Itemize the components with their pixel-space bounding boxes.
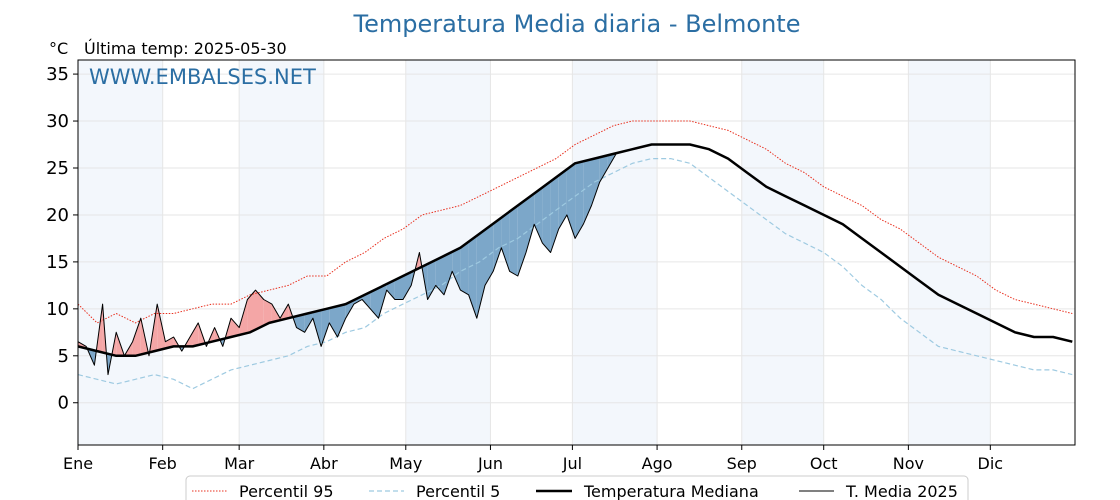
y-tick-label-10: 10 — [46, 299, 69, 320]
y-tick-label-30: 30 — [46, 111, 69, 132]
below-median-fill-46 — [345, 300, 354, 319]
month-shade-Sep — [741, 60, 824, 445]
below-median-fill-73 — [550, 175, 559, 253]
above-median-fill-34 — [255, 290, 264, 330]
x-tick-label-May: May — [389, 454, 422, 473]
below-median-fill-63 — [468, 235, 477, 319]
plot-frame — [77, 59, 1076, 446]
below-median-fill-71 — [534, 187, 543, 244]
unit-label: °C — [49, 39, 68, 58]
above-median-fill-32 — [239, 299, 248, 335]
below-median-fill-74 — [558, 169, 567, 229]
y-tick-label-20: 20 — [46, 205, 69, 226]
series-line-p95 — [77, 120, 1073, 324]
above-median-fill-36 — [271, 304, 281, 323]
below-median-fill-77 — [583, 159, 592, 225]
x-tick-label-Abr: Abr — [310, 454, 338, 473]
x-tick-label-Jun: Jun — [477, 454, 503, 473]
series-lines — [77, 120, 1073, 390]
below-median-fill-45 — [337, 304, 346, 337]
x-tick-label-Ago: Ago — [642, 454, 673, 473]
legend-label-median: Temperatura Mediana — [583, 482, 759, 500]
y-tick-label-25: 25 — [46, 158, 69, 179]
below-median-fill-67 — [501, 211, 510, 272]
series-line-p5 — [77, 158, 1073, 390]
last-temp-label: Última temp: 2025-05-30 — [84, 39, 287, 58]
x-tick-label-Sep: Sep — [727, 454, 757, 473]
y-tick-label-5: 5 — [58, 346, 69, 367]
below-median-fill-59 — [435, 255, 444, 295]
below-median-fill-52 — [394, 276, 403, 300]
x-tick-label-Ene: Ene — [63, 454, 93, 473]
below-median-fill-70 — [526, 193, 535, 253]
below-median-fill-66 — [493, 217, 502, 272]
below-median-fill-51 — [386, 280, 395, 300]
below-median-fill-62 — [460, 241, 469, 295]
below-median-fill-72 — [542, 181, 551, 253]
month-shade-Ene — [78, 60, 163, 445]
watermark-text: WWW.EMBALSES.NET — [89, 65, 316, 89]
below-median-fill-44 — [329, 306, 338, 337]
anomaly-fills — [78, 153, 617, 375]
x-tick-label-Oct: Oct — [810, 454, 838, 473]
x-tick-label-Feb: Feb — [149, 454, 177, 473]
x-tick-label-Jul: Jul — [562, 454, 582, 473]
y-axis-ticks: 0 5 10 15 20 25 30 35 — [46, 64, 78, 414]
chart-title: Temperatura Media diaria - Belmonte — [353, 10, 801, 38]
below-median-fill-60 — [444, 251, 453, 295]
legend-label-p5: Percentil 5 — [416, 482, 500, 500]
above-median-fill-33 — [247, 290, 256, 333]
below-median-fill-64 — [476, 229, 485, 319]
month-shading — [78, 60, 991, 445]
below-median-fill-76 — [575, 161, 584, 239]
y-tick-label-0: 0 — [58, 393, 69, 414]
below-median-fill-79 — [599, 155, 608, 183]
below-median-fill-43 — [321, 308, 330, 347]
x-tick-label-Dic: Dic — [978, 454, 1004, 473]
above-median-fill-31 — [231, 318, 240, 337]
below-median-fill-42 — [312, 310, 322, 347]
legend-box — [185, 475, 969, 500]
below-median-fill-58 — [427, 259, 436, 300]
month-shade-Jul — [572, 60, 658, 445]
above-median-fill-11 — [132, 318, 141, 356]
legend-label-p95: Percentil 95 — [239, 482, 334, 500]
below-median-fill-53 — [403, 272, 412, 300]
y-tick-label-35: 35 — [46, 64, 69, 85]
month-shade-Nov — [908, 60, 991, 445]
month-shade-Mar — [239, 60, 324, 445]
above-median-fill-35 — [263, 299, 272, 326]
above-median-fill-22 — [190, 322, 199, 347]
below-median-fill-41 — [304, 312, 313, 333]
series-line-current — [77, 153, 617, 376]
below-median-fill-40 — [296, 314, 305, 333]
x-tick-label-Mar: Mar — [224, 454, 255, 473]
y-tick-label-15: 15 — [46, 252, 69, 273]
above-median-fill-17 — [165, 337, 174, 349]
legend: Percentil 95 Percentil 5 Temperatura Med… — [185, 475, 969, 500]
series-line-median — [77, 143, 1073, 358]
legend-label-current: T. Media 2025 — [845, 482, 958, 500]
below-median-fill-61 — [452, 247, 461, 291]
x-axis-ticks: Ene Feb Mar Abr May Jun Jul Ago Sep Oct Nov Dic — [63, 445, 1003, 473]
x-tick-label-Nov: Nov — [893, 454, 924, 473]
